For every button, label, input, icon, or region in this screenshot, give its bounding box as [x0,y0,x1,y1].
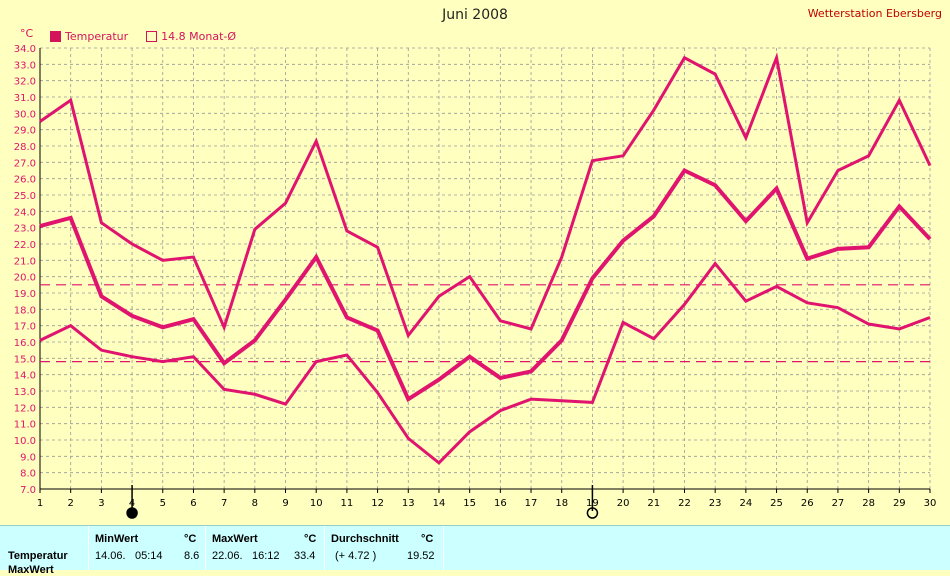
x-tick-label: 18 [555,498,568,509]
x-tick-label: 10 [310,498,323,509]
x-tick-label: 12 [371,498,384,509]
x-tick-label: 28 [862,498,875,509]
x-tick-label: 20 [617,498,630,509]
x-tick-label: 29 [893,498,906,509]
y-tick-label: 34.0 [14,44,36,55]
y-tick-label: 27.0 [14,158,36,169]
y-tick-label: 10.0 [14,436,36,447]
stats-max-date: 22.06. [212,550,243,562]
stats-max-unit: °C [304,533,317,545]
stats-min-header: MinWert [95,533,139,545]
y-tick-label: 22.0 [14,240,36,251]
y-tick-label: 28.0 [14,142,36,153]
y-tick-label: 8.0 [20,469,36,480]
x-tick-label: 17 [525,498,538,509]
chart-title: Juni 2008 [442,7,508,23]
x-tick-label: 5 [160,498,166,509]
legend-item-temperature: Temperatur [50,30,128,43]
y-tick-label: 23.0 [14,224,36,235]
y-tick-label: 30.0 [14,109,36,120]
y-tick-label: 31.0 [14,93,36,104]
x-tick-label: 21 [647,498,660,509]
stats-max-time: 16:12 [252,550,280,562]
stats-row-label-2: MaxWert [8,564,54,576]
stats-avg-header: Durchschnitt [331,533,399,545]
x-tick-label: 1 [37,498,43,509]
stats-avg-delta: (+ 4.72 ) [335,550,377,562]
stats-divider [443,526,445,570]
stats-panel: Temperatur MaxWert MinWert °C 14.06. 05:… [0,525,950,576]
stats-min-unit: °C [184,533,197,545]
y-tick-label: 15.0 [14,354,36,365]
stats-max-value: 33.4 [294,550,316,562]
x-tick-label: 3 [98,498,104,509]
y-tick-label: 29.0 [14,126,36,137]
y-tick-label: 32.0 [14,77,36,88]
y-tick-label: 14.0 [14,371,36,382]
y-tick-label: 19.0 [14,289,36,300]
stats-avg-value: 19.52 [407,550,435,562]
series-line-max [39,52,932,339]
y-tick-label: 11.0 [14,420,36,431]
y-tick-label: 13.0 [14,387,36,398]
stats-min-time: 05:14 [135,550,163,562]
y-tick-label: 24.0 [14,207,36,218]
stats-max-header: MaxWert [212,533,258,545]
stats-min-column: MinWert °C 14.06. 05:14 8.6 [88,526,205,570]
y-tick-label: 20.0 [14,273,36,284]
y-tick-label: 26.0 [14,175,36,186]
legend: Temperatur 14.8 Monat-Ø [50,30,236,43]
legend-swatch-empty [146,31,158,42]
y-tick-label: 33.0 [14,60,36,71]
x-tick-label: 23 [709,498,722,509]
new-moon-icon [126,507,138,519]
x-tick-label: 2 [68,498,74,509]
series-line-temperatur [39,167,932,403]
x-tick-label: 9 [282,498,288,509]
y-tick-label: 21.0 [14,256,36,267]
y-tick-label: 25.0 [14,191,36,202]
x-tick-label: 26 [801,498,814,509]
legend-label-temperature: Temperatur [65,30,129,43]
x-tick-label: 7 [221,498,227,509]
series-line-min [39,261,931,465]
x-tick-label: 24 [739,498,752,509]
x-tick-label: 13 [402,498,415,509]
y-tick-label: 12.0 [14,403,36,414]
y-tick-label: 17.0 [14,322,36,333]
stats-min-date: 14.06. [95,550,126,562]
y-tick-label: 18.0 [14,305,36,316]
stats-max-column: MaxWert °C 22.06. 16:12 33.4 [205,526,324,570]
x-tick-label: 8 [252,498,258,509]
x-tick-label: 11 [341,498,354,509]
x-tick-label: 14 [433,498,446,509]
y-tick-label: 7.0 [20,485,36,496]
stats-row-label: Temperatur [8,550,68,562]
stats-avg-unit: °C [421,533,434,545]
full-moon-icon [586,507,599,519]
stats-avg-column: Durchschnitt °C (+ 4.72 ) 19.52 [324,526,443,570]
x-tick-label: 30 [924,498,937,509]
x-tick-label: 6 [190,498,196,509]
temperature-chart: 7.0 8.0 9.0 10.0 11.0 12.0 13.0 14.0 15.0 16.0 17.… [14,44,937,519]
y-tick-label: 9.0 [20,452,36,463]
y-axis-unit: °C [20,27,34,40]
x-tick-label: 22 [678,498,691,509]
x-tick-label: 27 [832,498,845,509]
legend-label-average: 14.8 Monat-Ø [161,30,237,43]
legend-item-average: 14.8 Monat-Ø [146,30,236,43]
x-tick-label: 16 [494,498,507,509]
x-tick-label: 25 [770,498,783,509]
x-tick-label: 15 [463,498,476,509]
station-name: Wetterstation Ebersberg [807,7,942,20]
legend-swatch-filled [50,31,61,42]
stats-min-value: 8.6 [184,550,200,562]
y-tick-label: 16.0 [14,338,36,349]
